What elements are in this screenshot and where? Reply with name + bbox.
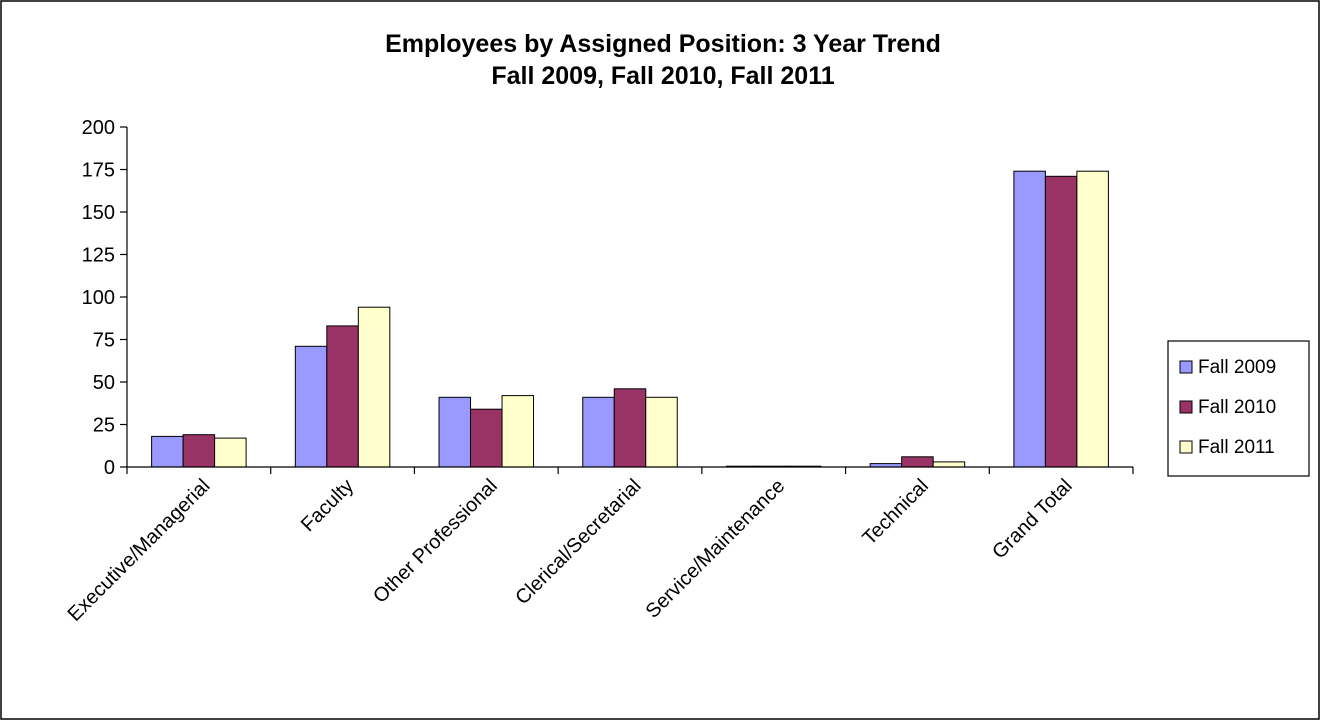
legend-swatch [1179, 440, 1193, 454]
y-tick-label: 75 [93, 330, 115, 352]
y-tick-label: 150 [82, 202, 115, 224]
y-tick-label: 25 [93, 415, 115, 437]
bar [1076, 170, 1109, 468]
bar [932, 461, 966, 468]
chart-title-line-2: Fall 2009, Fall 2010, Fall 2011 [491, 62, 834, 90]
y-tick-label: 50 [93, 372, 115, 394]
bar [214, 437, 247, 468]
y-tick-label: 0 [104, 457, 115, 479]
legend-swatch [1179, 400, 1193, 414]
bar [438, 396, 472, 468]
bar [582, 396, 615, 468]
y-tick-label: 100 [82, 287, 115, 309]
bar [501, 395, 535, 468]
bars [151, 170, 1109, 468]
y-tick-label: 125 [82, 245, 115, 267]
y-tick-label: 200 [82, 117, 115, 139]
legend-swatch [1179, 360, 1193, 374]
chart-title-line-1: Employees by Assigned Position: 3 Year T… [385, 30, 941, 58]
legend: Fall 2009 Fall 2010 Fall 2011 [1167, 340, 1310, 477]
legend-label: Fall 2011 [1198, 437, 1275, 458]
bar [1044, 175, 1078, 468]
y-tick-label: 175 [82, 160, 115, 182]
bar [182, 434, 216, 468]
bar [613, 388, 647, 468]
bar [357, 306, 391, 468]
bar [901, 456, 934, 468]
bar [1013, 170, 1046, 468]
bar [470, 408, 503, 468]
bar [645, 396, 678, 468]
bar [151, 435, 184, 468]
bar [294, 345, 328, 468]
bar [326, 325, 359, 468]
y-axis: 0 25 50 75 100 125 150 175 200 [82, 117, 128, 479]
legend-label: Fall 2010 [1198, 397, 1276, 418]
legend-label: Fall 2009 [1198, 357, 1276, 378]
